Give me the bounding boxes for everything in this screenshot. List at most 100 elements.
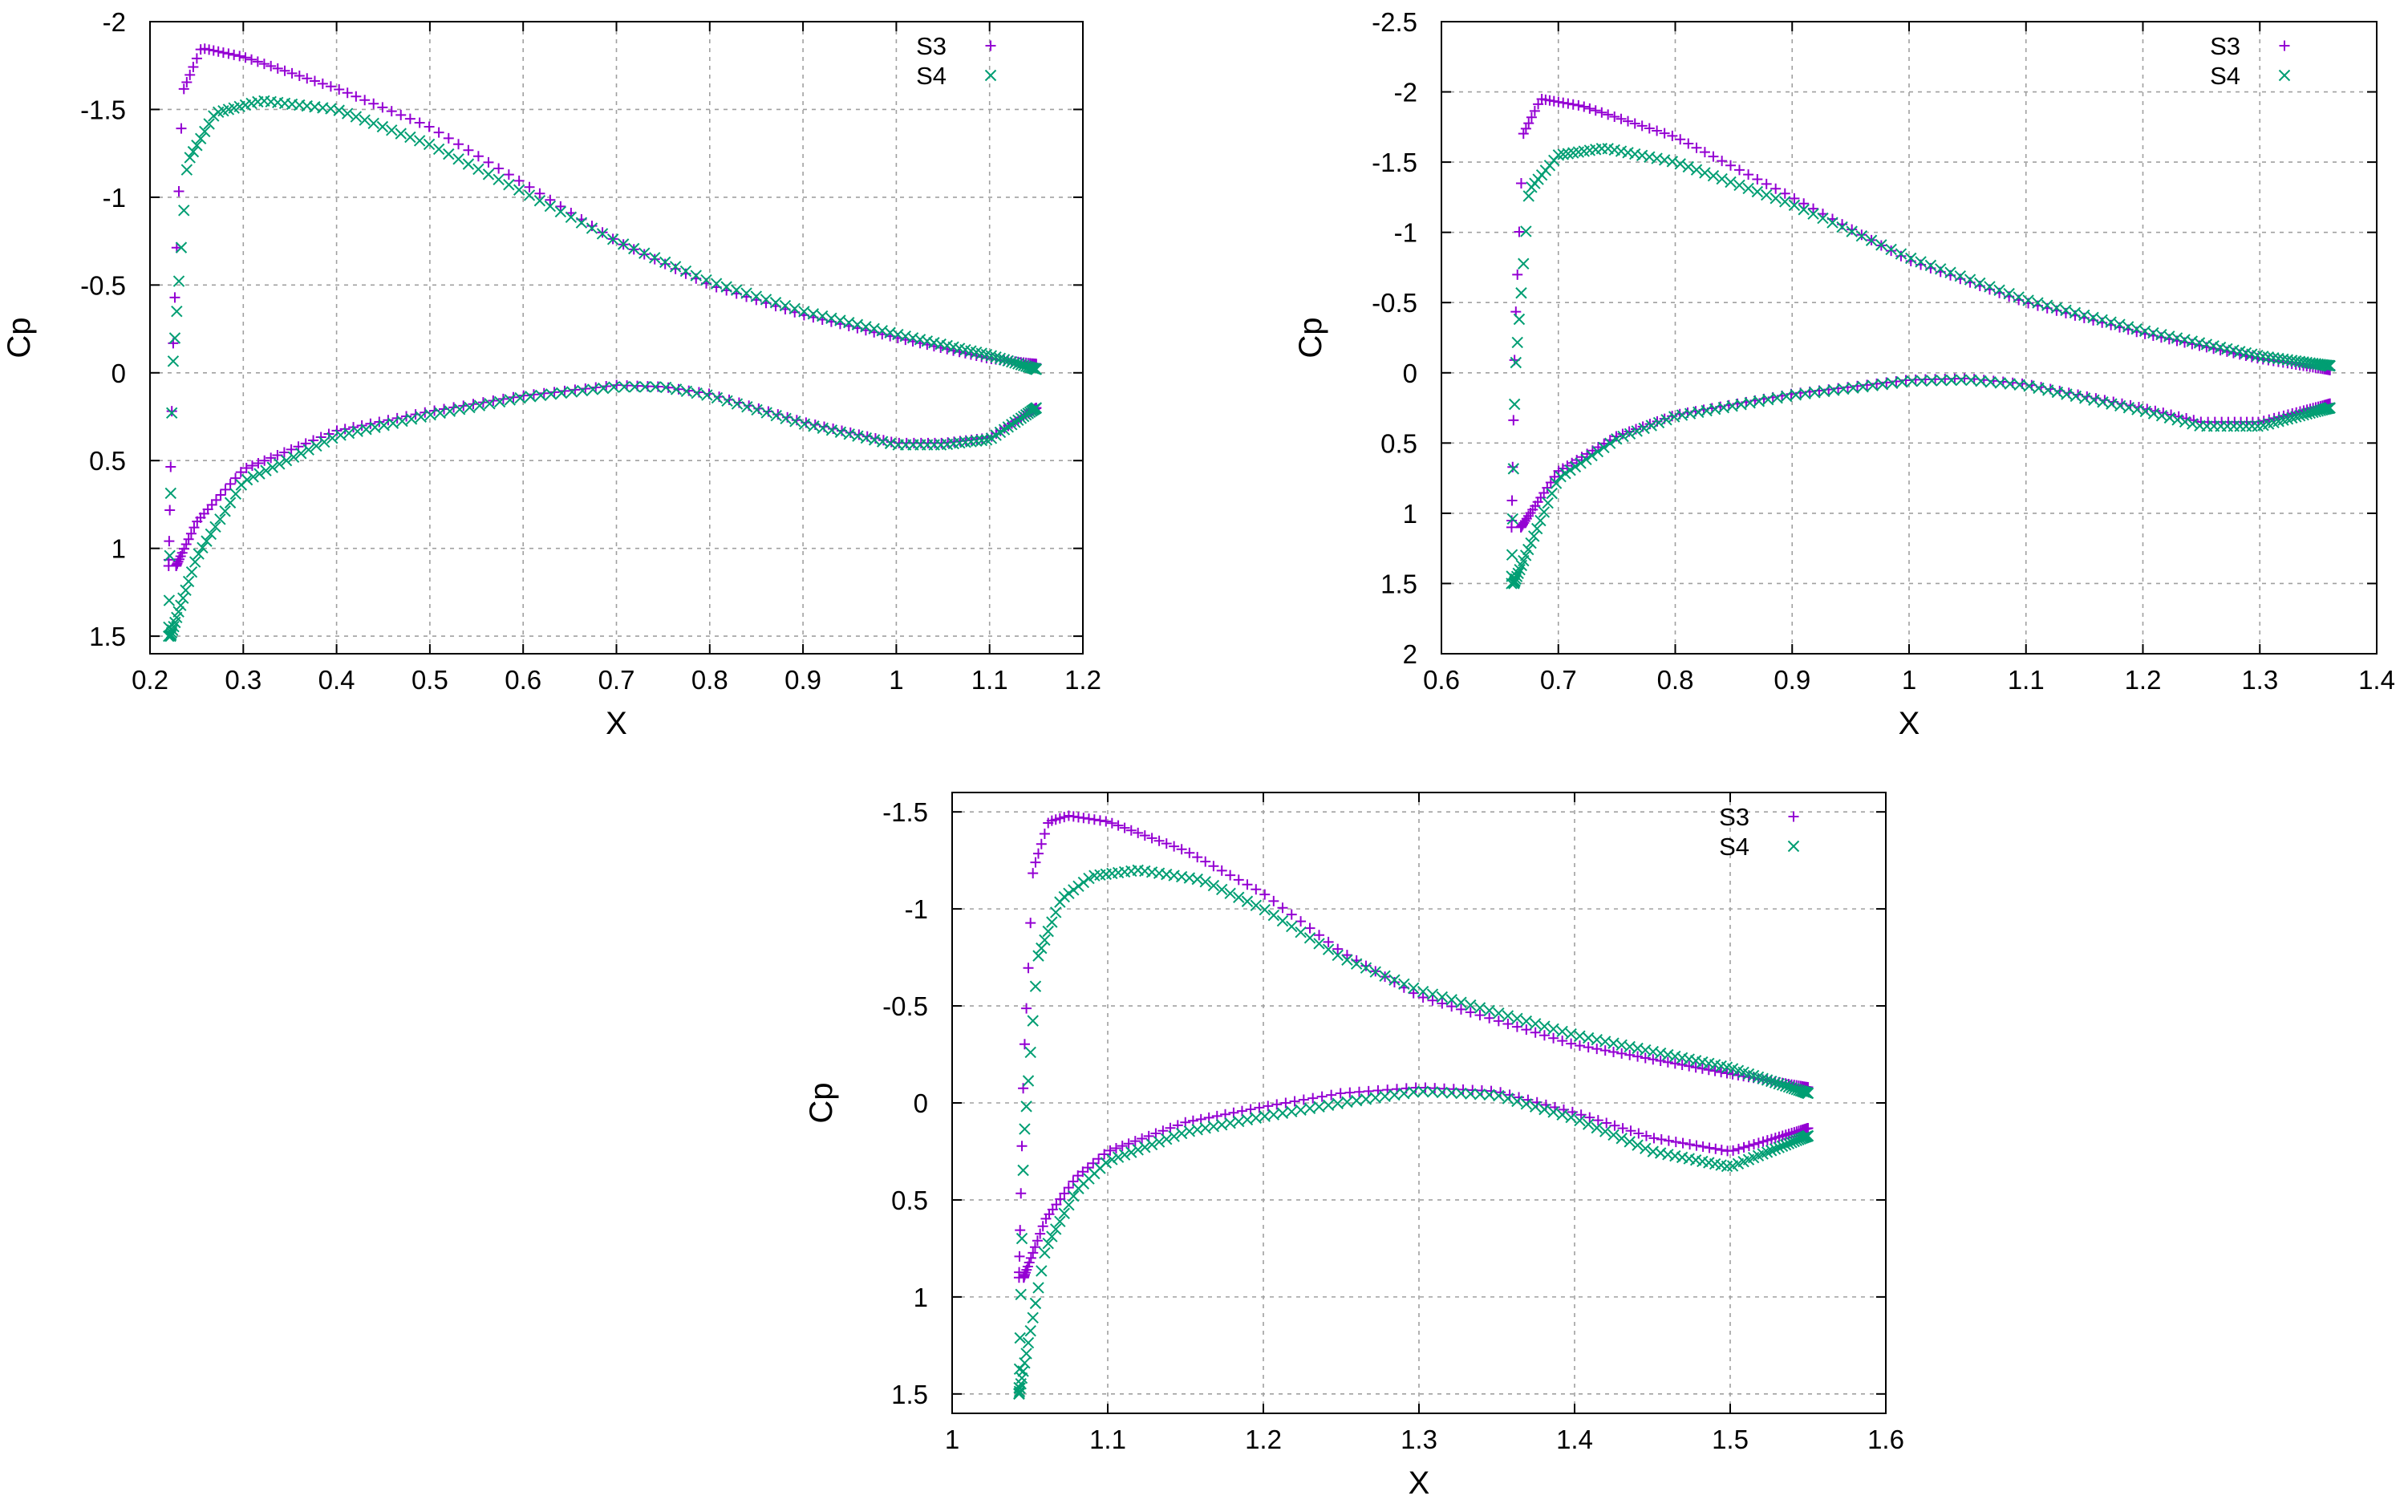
data-point: [1556, 1025, 1568, 1038]
data-point: [1569, 460, 1582, 473]
y-tick-label: -1.5: [80, 95, 126, 124]
data-point: [2023, 380, 2035, 392]
data-point: [1180, 1117, 1191, 1128]
data-point: [1676, 1052, 1688, 1064]
data-point: [1332, 943, 1344, 955]
y-axis-title: Cp: [2, 317, 37, 358]
data-point: [513, 184, 525, 196]
data-point: [1617, 1123, 1628, 1134]
data-point: [1993, 284, 2005, 296]
data-point: [1584, 103, 1595, 114]
data-point: [1465, 1007, 1476, 1018]
x-tick-label: 1: [1902, 665, 1916, 695]
data-point: [618, 381, 630, 393]
data-point: [1538, 1020, 1551, 1032]
data-point: [1994, 377, 2006, 389]
data-point: [1493, 1015, 1504, 1027]
data-point: [628, 242, 640, 255]
data-point: [1725, 160, 1737, 171]
data-point: [1484, 1012, 1495, 1024]
data-point: [1304, 922, 1315, 934]
data-point: [203, 118, 215, 130]
data-point: [1199, 876, 1211, 888]
data-point: [1855, 229, 1868, 242]
data-point: [1624, 1049, 1636, 1060]
data-point: [1761, 1146, 1774, 1158]
legend-marker: [1788, 811, 1799, 822]
data-point: [535, 389, 547, 402]
data-point: [1691, 142, 1702, 153]
data-point: [1788, 199, 1801, 212]
data-point: [1379, 970, 1391, 982]
data-point: [1856, 229, 1867, 241]
data-point: [1603, 109, 1614, 120]
data-point: [1640, 1052, 1651, 1064]
data-point: [1787, 840, 1800, 853]
data-point: [1529, 105, 1540, 116]
y-axis: -2.5 -2 -1.5 -1 -0.5 0 0.5 1 1.5 2: [1372, 7, 2377, 669]
data-point: [598, 382, 610, 395]
data-point: [1765, 1145, 1778, 1157]
data-point: [1514, 226, 1525, 237]
data-point: [1094, 815, 1105, 826]
data-point: [204, 44, 215, 55]
data-point: [1277, 902, 1288, 914]
data-point: [1018, 1083, 1029, 1094]
data-point: [424, 408, 436, 421]
data-point: [172, 606, 184, 618]
data-point: [405, 413, 418, 425]
data-point: [1846, 225, 1858, 237]
data-point: [1511, 1095, 1523, 1108]
data-point: [1303, 1102, 1316, 1115]
data-point: [1683, 138, 1694, 149]
data-point: [1042, 1237, 1054, 1250]
data-point: [1137, 1133, 1148, 1145]
data-point: [1616, 1048, 1628, 1059]
data-point: [1633, 1128, 1644, 1139]
data-point: [1483, 1088, 1495, 1101]
data-point: [760, 407, 772, 419]
data-point: [2181, 413, 2192, 424]
data-point: [1508, 398, 1521, 411]
data-point: [473, 399, 486, 411]
data-point: [280, 454, 293, 467]
data-point: [1051, 1199, 1062, 1210]
data-point: [691, 387, 703, 399]
data-point: [341, 107, 354, 120]
data-point: [1753, 395, 1765, 407]
data-point: [503, 169, 514, 180]
data-point: [1530, 522, 1543, 535]
data-point: [1652, 416, 1665, 429]
data-point: [2013, 291, 2025, 303]
data-point: [1016, 1141, 1028, 1152]
data-point: [928, 337, 940, 349]
data-point: [1636, 120, 1648, 132]
data-point: [1233, 874, 1244, 886]
data-point: [1042, 925, 1054, 938]
data-point: [1019, 1123, 1031, 1135]
data-point: [1101, 816, 1112, 827]
data-point: [2122, 321, 2134, 333]
data-point: [617, 238, 630, 250]
data-point: [659, 256, 671, 269]
data-point: [817, 422, 829, 435]
data-point: [670, 263, 681, 274]
legend-marker: [985, 40, 996, 51]
data-point: [1955, 374, 1968, 386]
data-point: [700, 274, 712, 286]
data-point: [1241, 895, 1254, 907]
data-point: [1586, 449, 1598, 462]
data-point: [185, 528, 197, 539]
data-point: [423, 138, 436, 151]
data-point: [1580, 453, 1592, 466]
data-point: [1344, 1087, 1356, 1098]
data-point: [1632, 1051, 1644, 1062]
data-point: [1522, 543, 1534, 556]
data-point: [443, 132, 454, 144]
y-tick-label: 0.5: [1380, 428, 1417, 458]
data-point: [1123, 1138, 1134, 1149]
data-point: [1369, 1092, 1381, 1104]
data-point: [1088, 814, 1100, 825]
x-tick-label: 0.4: [318, 665, 355, 695]
data-point: [266, 452, 277, 464]
